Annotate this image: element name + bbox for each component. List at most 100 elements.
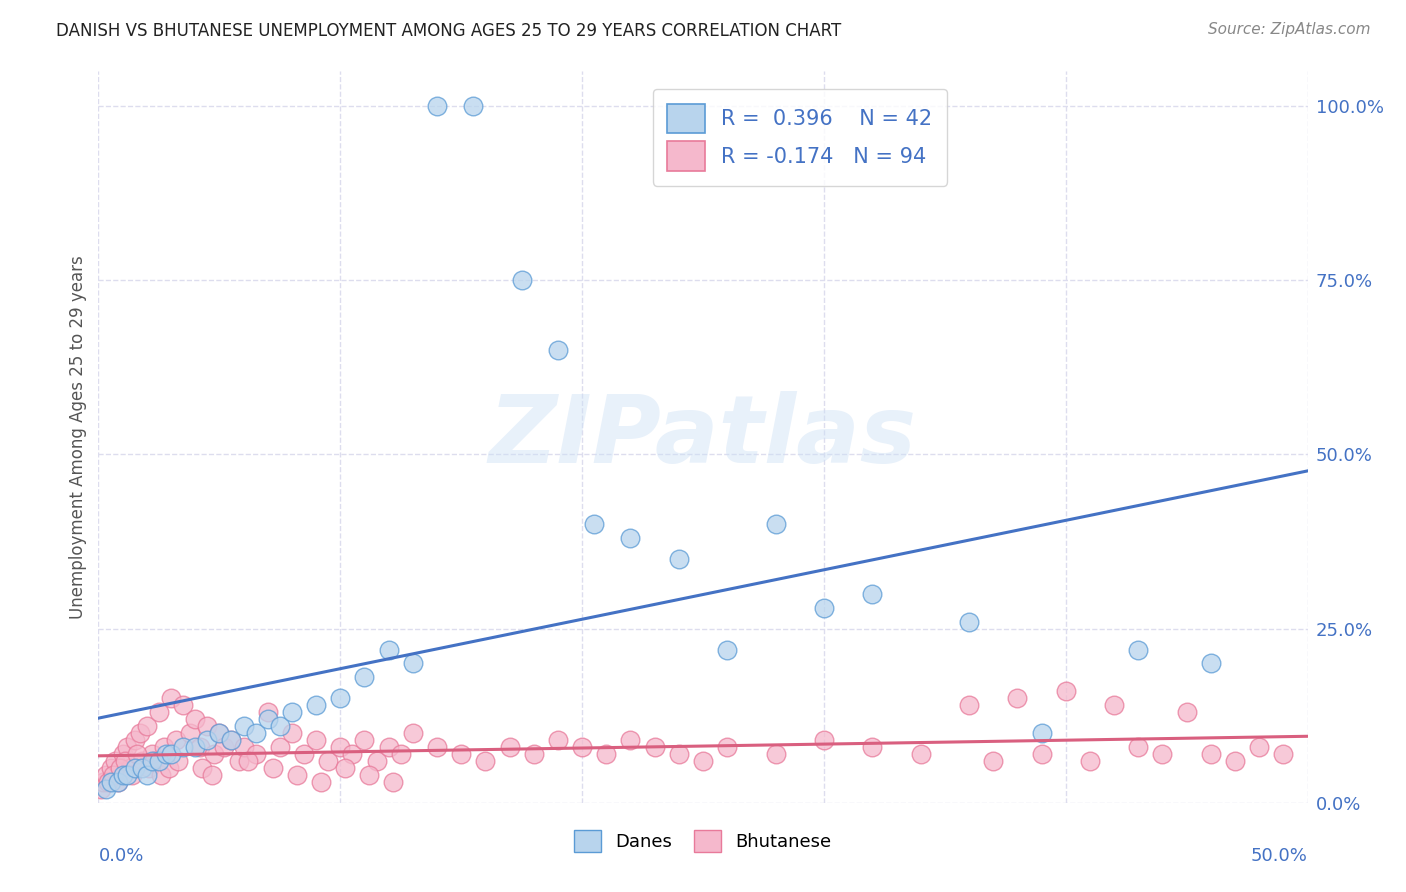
Point bbox=[305, 733, 328, 747]
Point bbox=[309, 775, 332, 789]
Point bbox=[547, 343, 569, 357]
Point bbox=[256, 712, 278, 726]
Point bbox=[619, 733, 641, 747]
Point bbox=[619, 531, 641, 545]
Point bbox=[172, 698, 194, 713]
Point bbox=[152, 740, 174, 755]
Y-axis label: Unemployment Among Ages 25 to 29 years: Unemployment Among Ages 25 to 29 years bbox=[69, 255, 87, 619]
Text: ZIPatlas: ZIPatlas bbox=[489, 391, 917, 483]
Point bbox=[595, 747, 617, 761]
Point bbox=[201, 768, 224, 782]
Point bbox=[359, 768, 381, 782]
Point bbox=[285, 768, 308, 782]
Point bbox=[333, 761, 356, 775]
Point bbox=[100, 761, 122, 775]
Point bbox=[155, 747, 177, 761]
Point bbox=[1007, 691, 1029, 706]
Point bbox=[157, 761, 180, 775]
Point bbox=[716, 642, 738, 657]
Point bbox=[94, 781, 117, 796]
Point bbox=[232, 719, 254, 733]
Point bbox=[238, 754, 260, 768]
Point bbox=[245, 747, 267, 761]
Point bbox=[127, 747, 149, 761]
Point bbox=[1199, 747, 1222, 761]
Point bbox=[523, 747, 546, 761]
Point bbox=[148, 705, 170, 719]
Point bbox=[141, 754, 163, 768]
Point bbox=[957, 615, 980, 629]
Point bbox=[228, 754, 250, 768]
Point bbox=[141, 747, 163, 761]
Point bbox=[91, 775, 114, 789]
Point bbox=[172, 740, 194, 755]
Point bbox=[269, 719, 291, 733]
Text: 50.0%: 50.0% bbox=[1251, 847, 1308, 864]
Point bbox=[97, 775, 120, 789]
Point bbox=[1031, 726, 1053, 740]
Point bbox=[366, 754, 388, 768]
Point bbox=[195, 733, 218, 747]
Legend: Danes, Bhutanese: Danes, Bhutanese bbox=[567, 823, 839, 860]
Point bbox=[107, 775, 129, 789]
Point bbox=[191, 761, 214, 775]
Point bbox=[1128, 642, 1150, 657]
Point bbox=[208, 726, 231, 740]
Point bbox=[342, 747, 364, 761]
Point bbox=[1152, 747, 1174, 761]
Point bbox=[104, 754, 127, 768]
Point bbox=[124, 761, 146, 775]
Point bbox=[245, 726, 267, 740]
Point bbox=[329, 691, 352, 706]
Point bbox=[108, 761, 131, 775]
Point bbox=[256, 705, 278, 719]
Point bbox=[269, 740, 291, 755]
Point bbox=[204, 747, 226, 761]
Point bbox=[135, 768, 157, 782]
Point bbox=[1175, 705, 1198, 719]
Point bbox=[981, 754, 1004, 768]
Point bbox=[463, 99, 485, 113]
Point bbox=[353, 733, 375, 747]
Text: 0.0%: 0.0% bbox=[98, 847, 143, 864]
Point bbox=[188, 740, 211, 755]
Point bbox=[208, 726, 231, 740]
Point bbox=[184, 712, 207, 726]
Point bbox=[860, 587, 883, 601]
Point bbox=[100, 775, 122, 789]
Point bbox=[232, 740, 254, 755]
Point bbox=[692, 754, 714, 768]
Point bbox=[1249, 740, 1271, 755]
Point bbox=[131, 754, 153, 768]
Point bbox=[221, 733, 243, 747]
Point bbox=[957, 698, 980, 713]
Point bbox=[765, 517, 787, 532]
Point bbox=[910, 747, 932, 761]
Point bbox=[329, 740, 352, 755]
Point bbox=[131, 761, 153, 775]
Point bbox=[160, 747, 183, 761]
Text: DANISH VS BHUTANESE UNEMPLOYMENT AMONG AGES 25 TO 29 YEARS CORRELATION CHART: DANISH VS BHUTANESE UNEMPLOYMENT AMONG A… bbox=[56, 22, 841, 40]
Point bbox=[281, 726, 304, 740]
Point bbox=[114, 754, 136, 768]
Point bbox=[212, 740, 235, 755]
Point bbox=[765, 747, 787, 761]
Point bbox=[305, 698, 328, 713]
Point bbox=[1102, 698, 1125, 713]
Point bbox=[402, 726, 425, 740]
Point bbox=[402, 657, 425, 671]
Point bbox=[668, 747, 690, 761]
Point bbox=[1078, 754, 1101, 768]
Point bbox=[117, 768, 139, 782]
Point bbox=[1223, 754, 1246, 768]
Point bbox=[571, 740, 593, 755]
Point bbox=[1272, 747, 1295, 761]
Point bbox=[121, 768, 143, 782]
Point bbox=[450, 747, 472, 761]
Point bbox=[101, 768, 124, 782]
Point bbox=[111, 747, 134, 761]
Point bbox=[716, 740, 738, 755]
Point bbox=[94, 768, 117, 782]
Point bbox=[111, 768, 134, 782]
Point bbox=[167, 754, 190, 768]
